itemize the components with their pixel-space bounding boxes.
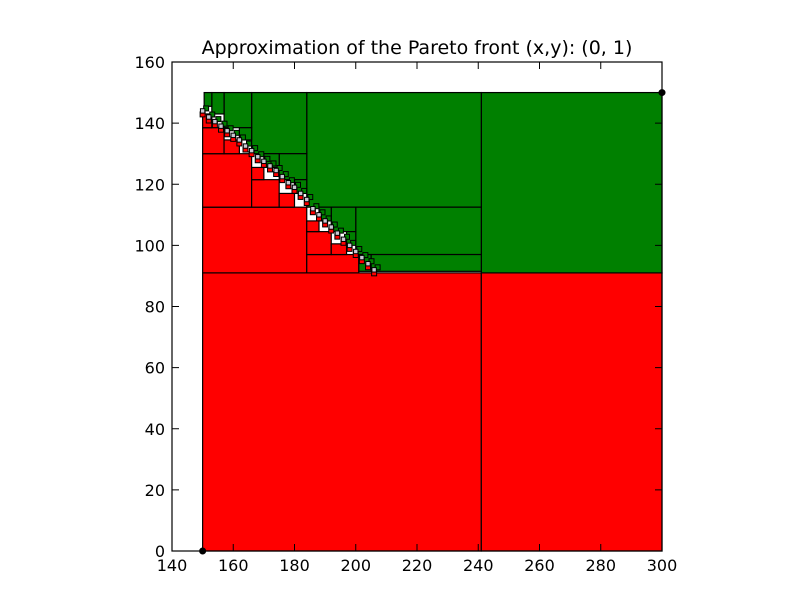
- dominated-region-1: [480, 272, 663, 552]
- x-tick-label-5: 240: [463, 556, 494, 575]
- non_dominated-region-16: [355, 206, 482, 256]
- y-tick-label-3: 60: [145, 359, 165, 378]
- x-tick-label-3: 200: [340, 556, 371, 575]
- pareto-point-25: [353, 248, 359, 255]
- pareto-point-4: [224, 128, 230, 134]
- pareto-point-6: [236, 137, 243, 143]
- x-tick-label-1: 160: [218, 556, 249, 575]
- non_dominated-region-28: [203, 91, 213, 107]
- pareto-point-15: [291, 184, 298, 191]
- y-tick-label-2: 40: [145, 420, 165, 439]
- pareto-point-20: [322, 218, 328, 224]
- non_dominated-region-20: [223, 91, 253, 129]
- dominated-region-0: [202, 272, 482, 552]
- dominated-region-6: [306, 231, 332, 256]
- pareto-point-28: [371, 267, 377, 273]
- dominated-region-3: [306, 253, 360, 274]
- pareto-point-9: [255, 154, 261, 160]
- dominated-region-5: [251, 179, 280, 208]
- chart-title: Approximation of the Pareto front (x,y):…: [202, 37, 633, 59]
- x-tick-label-2: 180: [279, 556, 310, 575]
- pareto-point-7: [242, 143, 249, 149]
- non_dominated-region-15: [306, 91, 482, 208]
- non_dominated-region-21: [330, 206, 357, 233]
- non_dominated-region-14: [480, 91, 663, 274]
- pareto-point-5: [230, 132, 236, 139]
- pareto-point-16: [297, 190, 304, 197]
- pareto-point-11: [267, 163, 273, 169]
- pareto-point-2: [212, 118, 218, 125]
- dominated-region-12: [306, 220, 320, 233]
- pareto-point-24: [346, 242, 353, 249]
- y-tick-label-1: 20: [145, 481, 165, 500]
- x-tick-label-4: 220: [402, 556, 433, 575]
- x-axis: 140 160 180 200 220 240 260 280 300: [157, 62, 678, 575]
- pareto-point-26: [359, 254, 365, 261]
- pareto-point-12: [273, 167, 279, 174]
- pareto-point-13: [279, 173, 285, 180]
- y-tick-label-8: 160: [134, 53, 165, 72]
- pareto-point-19: [316, 212, 322, 218]
- x-tick-label-7: 280: [585, 556, 616, 575]
- dominated-region-8: [278, 192, 296, 208]
- dominated-region-4: [202, 153, 253, 208]
- non_dominated-region-18: [251, 91, 308, 155]
- y-tick-label-4: 80: [145, 298, 165, 317]
- y-axis: 0 20 40 60 80 100 120 140 160: [134, 53, 662, 561]
- y-tick-label-6: 120: [134, 175, 165, 194]
- pareto-point-3: [218, 123, 224, 129]
- y-tick-label-5: 100: [134, 236, 165, 255]
- pareto-point-0: [199, 108, 206, 114]
- pareto-point-8: [248, 147, 255, 154]
- dominated-region-13: [251, 166, 265, 181]
- pareto-cells-layer: [199, 105, 381, 277]
- y-tick-label-0: 0: [155, 542, 165, 561]
- regions-layer: [202, 91, 663, 552]
- pareto-point-1: [206, 114, 212, 120]
- pareto-point-10: [261, 158, 267, 165]
- pareto-point-22: [334, 230, 341, 236]
- non_dominated-region-17: [370, 253, 482, 272]
- y-tick-label-7: 140: [134, 114, 165, 133]
- pareto-point-21: [328, 224, 334, 230]
- dominated-region-2: [202, 206, 308, 274]
- pareto-point-17: [304, 196, 310, 203]
- x-tick-label-0: 140: [157, 556, 188, 575]
- pareto-point-14: [285, 180, 292, 186]
- x-tick-label-8: 300: [647, 556, 678, 575]
- pareto-point-18: [310, 206, 316, 212]
- x-tick-label-6: 260: [524, 556, 555, 575]
- pareto-point-23: [340, 236, 347, 242]
- dominated-region-10: [330, 243, 348, 256]
- non_dominated-region-23: [211, 91, 225, 115]
- pareto-point-27: [365, 261, 371, 267]
